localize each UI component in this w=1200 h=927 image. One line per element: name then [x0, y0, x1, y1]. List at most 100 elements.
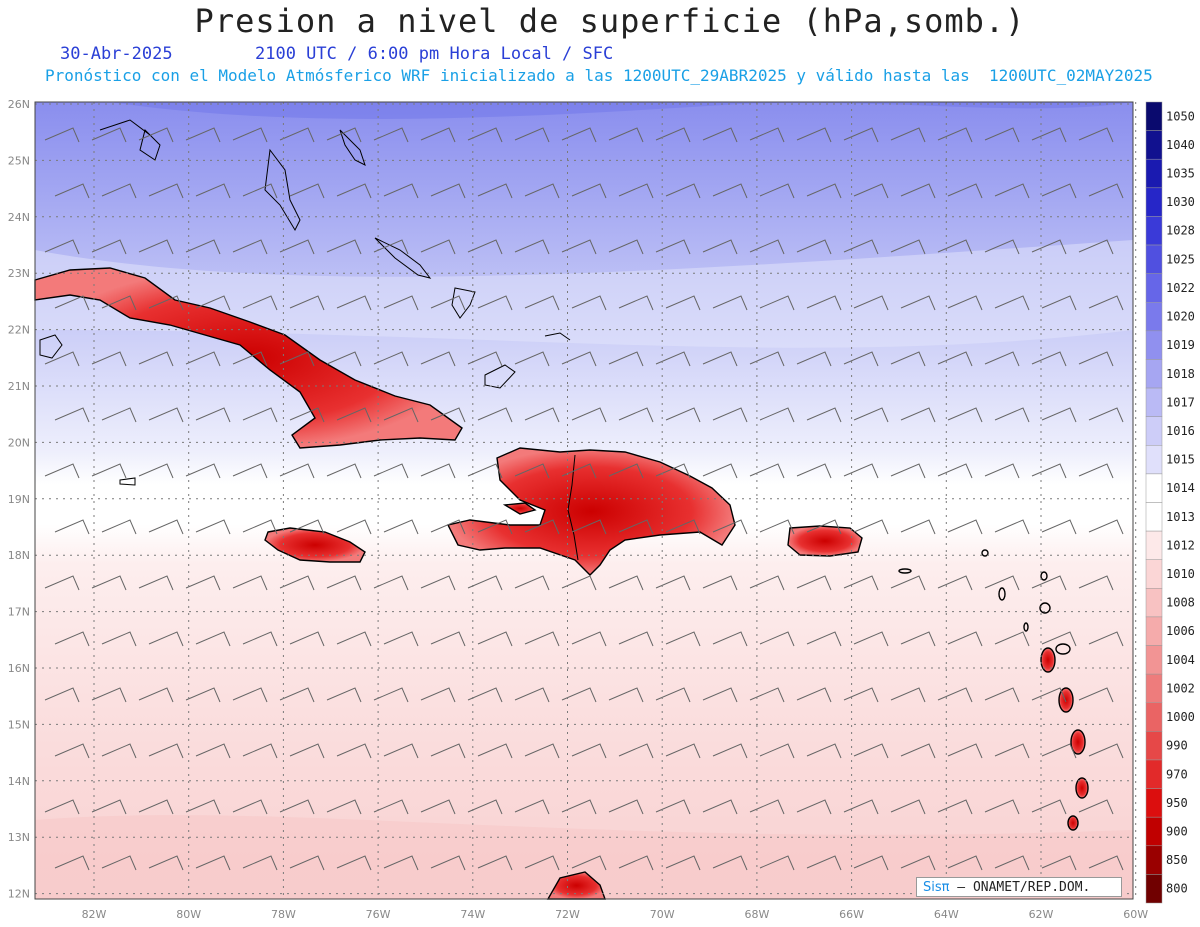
lat-label: 20N [8, 436, 30, 449]
colorbar-swatch [1145, 473, 1163, 503]
lon-label: 74W [460, 908, 485, 921]
colorbar-label: 1050 [1166, 109, 1195, 123]
colorbar-swatch [1145, 158, 1163, 189]
colorbar-swatch [1145, 130, 1163, 160]
colorbar-label: 1010 [1166, 567, 1195, 581]
colorbar-swatch [1145, 816, 1163, 847]
lat-label: 21N [8, 380, 30, 393]
lat-label: 24N [8, 211, 30, 224]
forecast-time: 2100 UTC / 6:00 pm Hora Local / SFC [255, 44, 614, 64]
colorbar-label: 1002 [1166, 681, 1195, 695]
lon-label: 62W [1029, 908, 1054, 921]
colorbar-swatch [1145, 530, 1163, 560]
credit-text: – ONAMET/REP.DOM. [957, 880, 1091, 895]
lat-label: 14N [8, 775, 30, 788]
colorbar-label: 950 [1166, 796, 1188, 810]
longitude-labels: 82W 80W 78W 76W 74W 72W 70W 68W 66W 64W 62W 60W [82, 908, 1149, 921]
colorbar-label: 1020 [1166, 310, 1195, 324]
colorbar-swatch [1145, 187, 1163, 217]
colorbar-swatch [1145, 359, 1163, 389]
colorbar-swatch [1145, 616, 1163, 646]
puerto-rico [787, 525, 863, 557]
colorbar-label: 990 [1166, 739, 1188, 753]
credit-box: Sisπ – ONAMET/REP.DOM. [916, 877, 1122, 897]
colorbar-label: 1013 [1166, 510, 1195, 524]
colorbar-swatch [1145, 330, 1163, 360]
colorbar-label: 800 [1166, 882, 1188, 896]
colorbar-label: 1012 [1166, 538, 1195, 552]
colorbar-label: 1040 [1166, 138, 1195, 152]
colorbar-label: 900 [1166, 824, 1188, 838]
colorbar-swatch [1145, 702, 1163, 732]
colorbar-label: 1015 [1166, 453, 1195, 467]
lat-label: 19N [8, 493, 30, 506]
colorbar-label: 1017 [1166, 395, 1195, 409]
cuba [34, 267, 463, 449]
lat-label: 18N [8, 549, 30, 562]
colorbar-label: 1004 [1166, 653, 1195, 667]
colorbar-label: 970 [1166, 767, 1188, 781]
lat-label: 22N [8, 324, 30, 337]
lon-label: 78W [271, 908, 296, 921]
isla-gonave [502, 502, 537, 515]
colorbar-swatch [1145, 731, 1163, 761]
credit-brand: Sisπ [923, 880, 950, 895]
colorbar-swatch [1145, 445, 1163, 475]
colorbar-swatch [1145, 845, 1163, 875]
colorbar-swatch [1145, 387, 1163, 417]
lat-label: 17N [8, 606, 30, 619]
colorbar-swatch [1145, 302, 1163, 332]
pressure-map: 26N 25N 24N 23N 22N 21N 20N 19N 18N 17N 16N 15N 14N 1… [8, 98, 1195, 921]
map-border [34, 101, 1134, 900]
colorbar-swatch [1145, 216, 1163, 246]
lon-label: 64W [934, 908, 959, 921]
lon-label: 80W [176, 908, 201, 921]
colorbar-swatch [1145, 559, 1163, 589]
lon-label: 68W [744, 908, 769, 921]
lon-label: 70W [650, 908, 675, 921]
colorbar-label: 1006 [1166, 624, 1195, 638]
jamaica [264, 527, 366, 563]
forecast-model-info: Pronóstico con el Modelo Atmósferico WRF… [45, 66, 1153, 85]
wind-barbs [44, 127, 1124, 871]
colorbar-swatch [1145, 788, 1163, 818]
colorbar-label: 1000 [1166, 710, 1195, 724]
lon-label: 76W [366, 908, 391, 921]
colorbar-label: 1019 [1166, 338, 1195, 352]
map-title: Presion a nivel de superficie (hPa,somb.… [194, 2, 1026, 40]
lon-label: 66W [839, 908, 864, 921]
colorbar-swatch [1145, 759, 1163, 789]
lat-label: 16N [8, 662, 30, 675]
colorbar-label: 1016 [1166, 424, 1195, 438]
lon-label: 60W [1123, 908, 1148, 921]
map-frame [35, 102, 1133, 899]
bahamas [39, 119, 571, 486]
colorbar-label: 1025 [1166, 252, 1195, 266]
hispaniola [446, 447, 736, 576]
lat-label: 13N [8, 831, 30, 844]
colorbar-swatch [1145, 588, 1163, 618]
colorbar-swatch [1145, 874, 1163, 904]
colorbar-swatch [1145, 244, 1163, 274]
colorbar-label: 1030 [1166, 195, 1195, 209]
colorbar-label: 1018 [1166, 367, 1195, 381]
colorbar-swatch [1145, 416, 1163, 446]
latitude-labels: 26N 25N 24N 23N 22N 21N 20N 19N 18N 17N 16N 15N 14N 1… [8, 98, 30, 901]
colorbar-label: 1028 [1166, 224, 1195, 238]
colorbar-swatch [1145, 673, 1163, 704]
colorbar-swatch [1145, 273, 1163, 303]
colorbar-swatch [1145, 502, 1163, 532]
colorbar-label: 1035 [1166, 167, 1195, 181]
colorbar-label: 1014 [1166, 481, 1195, 495]
colorbar-swatch [1145, 645, 1163, 675]
lon-label: 82W [82, 908, 107, 921]
lat-label: 15N [8, 718, 30, 731]
lat-label: 25N [8, 154, 30, 167]
colorbar-swatch [1145, 101, 1163, 131]
pressure-colorbar: 1050 1040 1035 1030 1028 1025 1022 1020 1019 1018… [1145, 101, 1195, 904]
colorbar-label: 1022 [1166, 281, 1195, 295]
lat-label: 26N [8, 98, 30, 111]
colorbar-label: 850 [1166, 853, 1188, 867]
graticule [35, 102, 1137, 899]
forecast-date: 30-Abr-2025 [60, 44, 173, 64]
